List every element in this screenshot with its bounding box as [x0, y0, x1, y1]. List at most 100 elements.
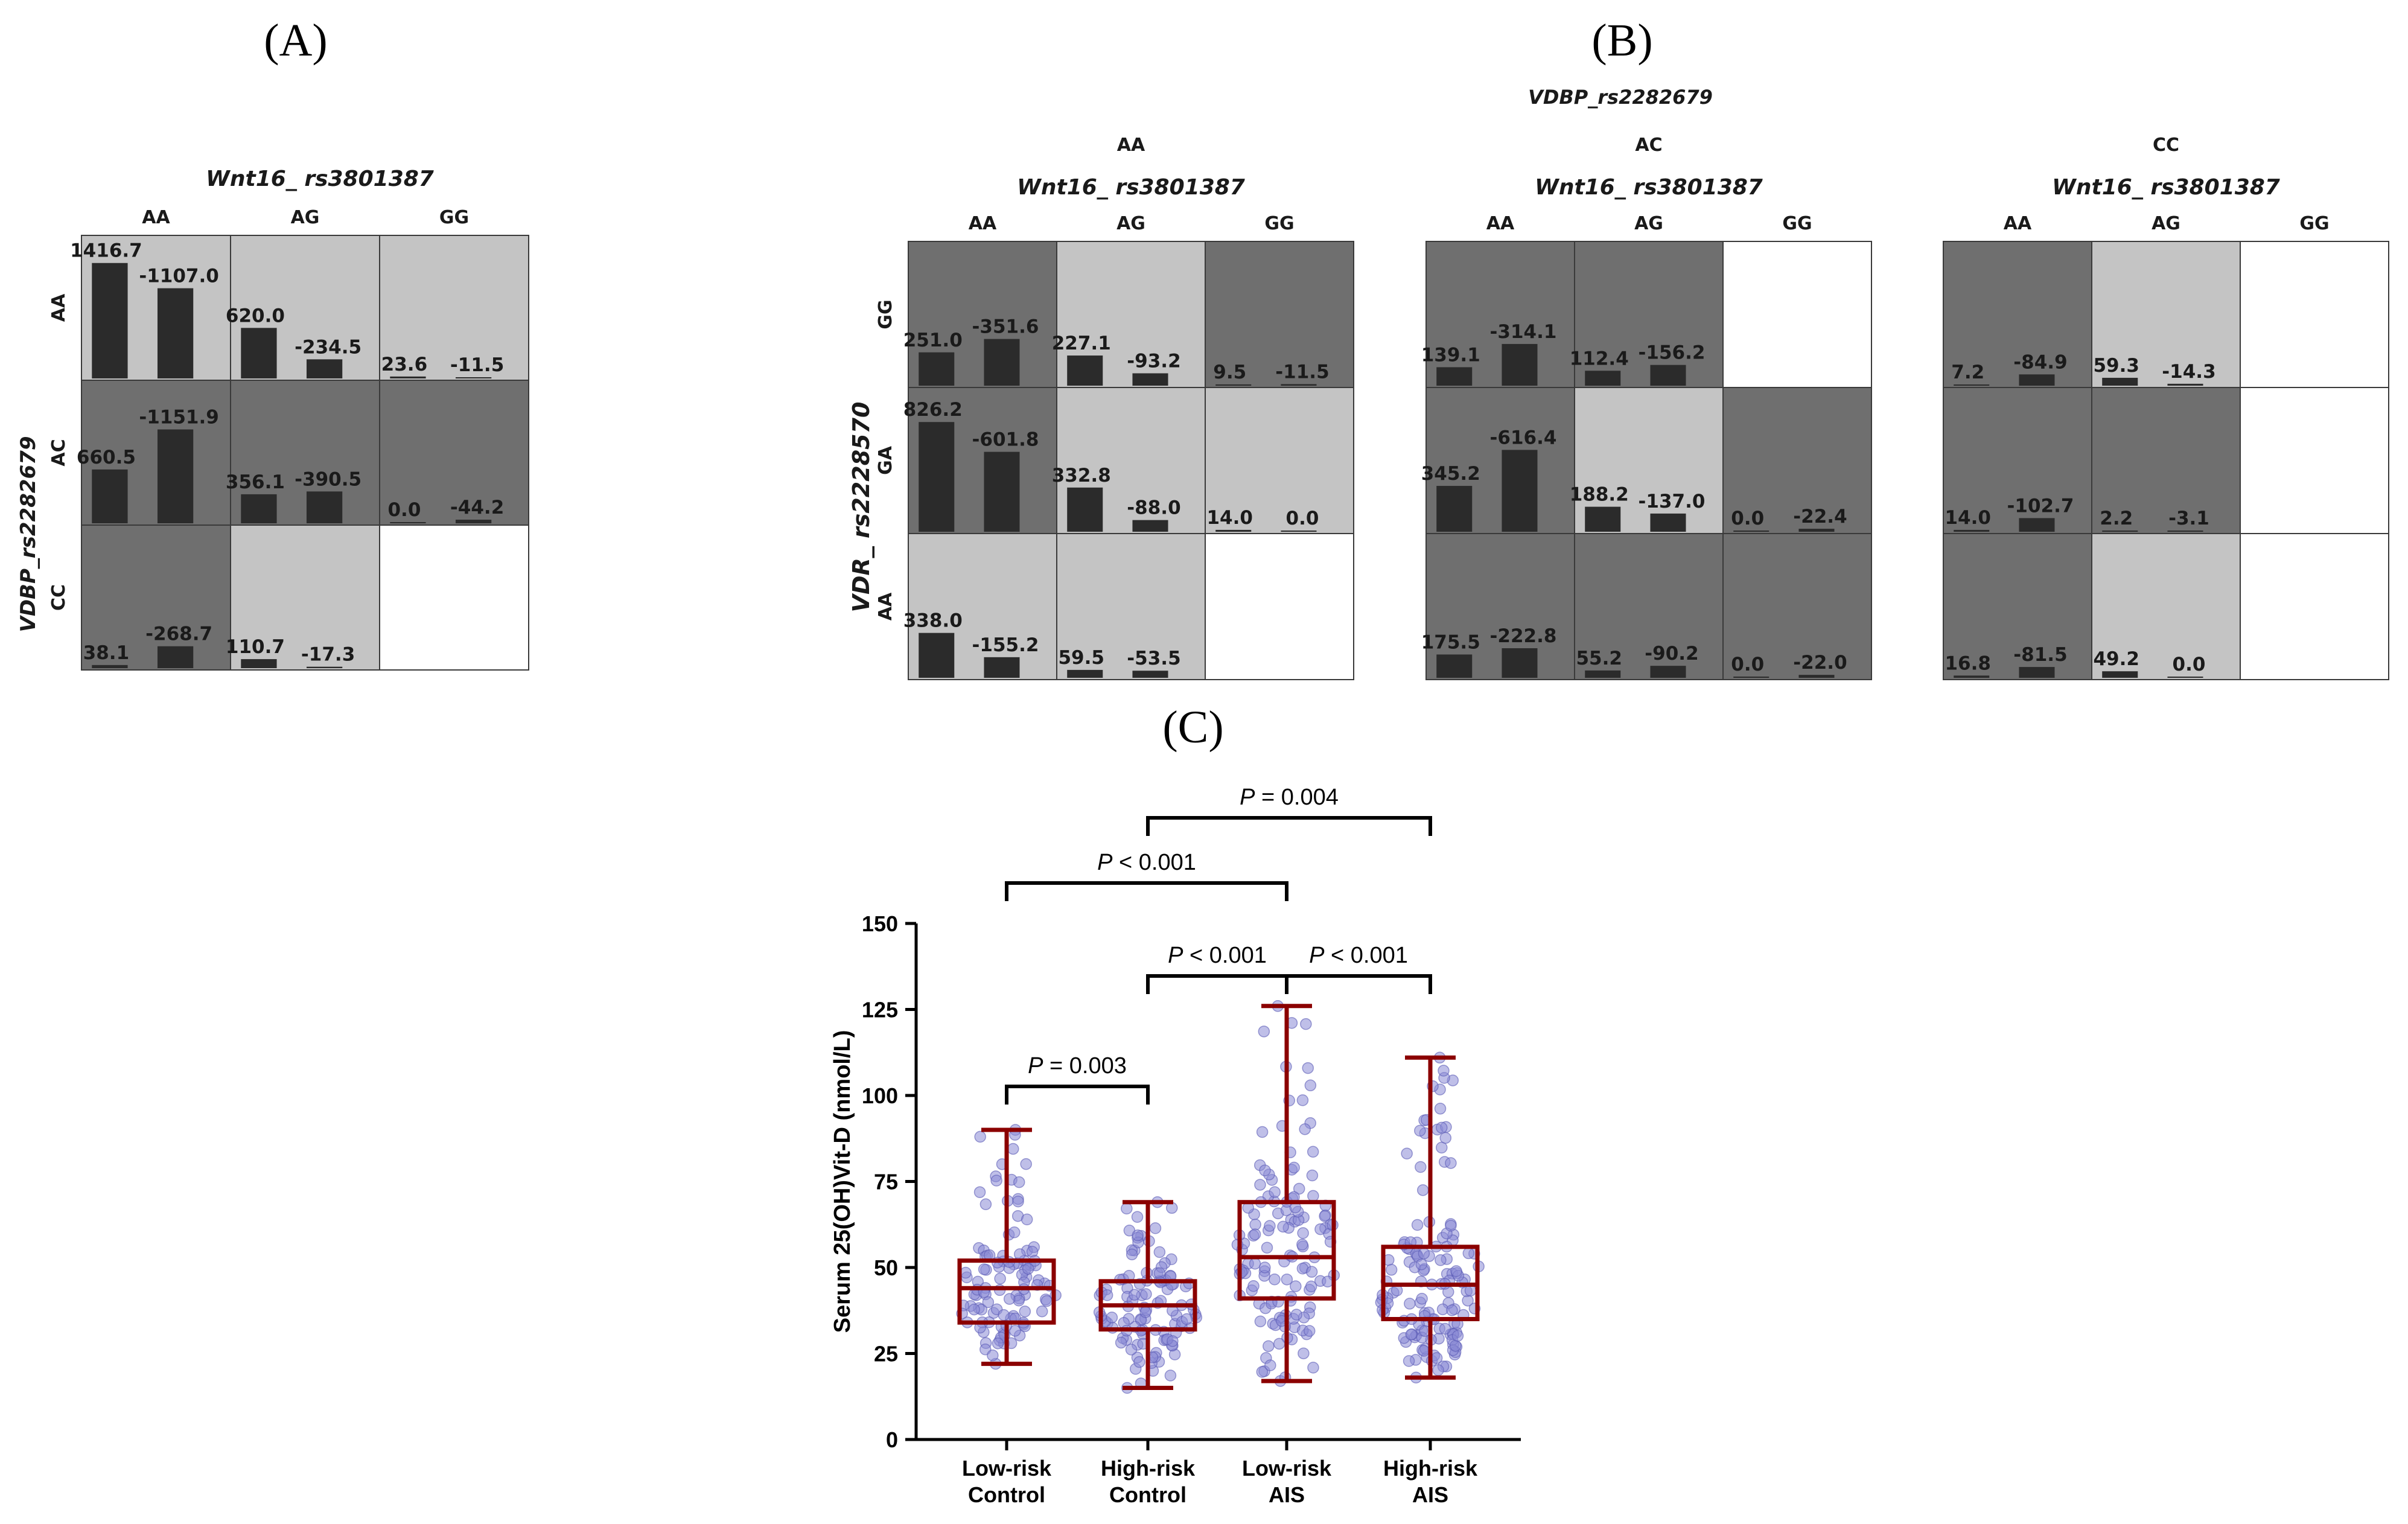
y-tick-label: 0: [886, 1427, 898, 1452]
p-value-label: P = 0.004: [1240, 785, 1339, 810]
y-tick-label: 25: [874, 1342, 898, 1366]
panel-b-super-snp: _rs2282679: [1587, 86, 1713, 109]
x-tick-label: Low-risk: [1242, 1456, 1332, 1481]
panel-b-cc-cell: [1943, 387, 2092, 534]
panel-a-bar: [306, 359, 343, 378]
panel-b-ac-bar-label: -314.1: [1490, 321, 1557, 343]
data-point: [1254, 1179, 1266, 1191]
panel-b-ac-bar: [1798, 675, 1835, 678]
panel-b-cc-cell: [2240, 533, 2389, 680]
data-point: [1139, 1306, 1151, 1318]
panel-b-aa-bar: [1215, 384, 1252, 386]
data-point: [1180, 1313, 1193, 1325]
panel-b-ac-bar: [1733, 531, 1769, 532]
data-point: [987, 1349, 999, 1362]
panel-b-aa-bar-label: 332.8: [1052, 465, 1111, 486]
data-point: [1439, 1132, 1452, 1144]
data-point: [1256, 1366, 1269, 1378]
data-point: [1258, 1025, 1270, 1038]
significance-bracket: [1285, 974, 1432, 994]
y-tick-label: 150: [862, 911, 898, 936]
data-point: [1273, 1337, 1285, 1350]
data-point: [1418, 1248, 1430, 1260]
panel-a-bar-label: -268.7: [145, 623, 212, 645]
panel-b-ac-bar-label: 0.0: [1731, 654, 1764, 675]
data-point: [1307, 1146, 1319, 1158]
panel-a-row-gene: VDBP: [16, 569, 40, 632]
panel-b-aa-bar-label: -601.8: [972, 429, 1039, 451]
panel-b-subtitle: Wnt16_ rs3801387: [1017, 175, 1245, 200]
p-symbol: P: [1168, 943, 1183, 968]
data-point: [1009, 1325, 1021, 1337]
panel-b-ac-bar-label: -222.8: [1490, 625, 1557, 647]
panel-label-a: (A): [264, 15, 328, 66]
panel-b-aa-bar: [1281, 531, 1317, 532]
data-point: [1297, 1227, 1309, 1239]
data-point: [1414, 1124, 1426, 1137]
panel-a-col-label: GG: [439, 207, 469, 228]
panel-b-cc-bar: [1954, 529, 1990, 532]
panel-b-cc-bar: [2102, 671, 2138, 678]
data-point: [1153, 1246, 1166, 1258]
panel-b-cc-bar-label: 7.2: [1951, 362, 1984, 383]
data-point: [1415, 1161, 1427, 1173]
panel-b-cc-bar: [2019, 518, 2055, 532]
panel-b-ac-bar-label: 55.2: [1576, 648, 1622, 669]
panel-b-cc-bar: [2167, 531, 2203, 532]
panel-b-aa-col-label: GG: [1264, 213, 1294, 234]
panel-a-cell: [230, 524, 380, 671]
panel-b-ac-col-label: GG: [1782, 213, 1812, 234]
panel-b-aa-bar: [1132, 373, 1168, 386]
data-point: [1131, 1211, 1144, 1223]
panel-b-cc-cell: [1943, 533, 2092, 680]
panel-b-aa-bar: [1215, 529, 1252, 532]
panel-b-subtitle-gene: Wnt16: [2052, 175, 2132, 200]
panel-b-ac-cell: [1425, 241, 1575, 388]
data-point: [1021, 1213, 1033, 1226]
panel-b-aa-cell: [1205, 241, 1354, 388]
panel-b-aa-col-label: AG: [1116, 213, 1145, 234]
panel-b-ac-cell: [1574, 533, 1724, 680]
data-point: [1012, 1195, 1024, 1208]
data-point: [1249, 1257, 1261, 1270]
data-point: [979, 1198, 992, 1210]
panel-a-bar-label: 38.1: [83, 642, 130, 664]
panel-b-cc-col-label: AA: [2004, 213, 2032, 234]
data-point: [1132, 1229, 1144, 1242]
panel-b-aa-bar-label: -11.5: [1275, 361, 1329, 383]
x-tick-label: AIS: [1412, 1482, 1448, 1507]
data-point: [1247, 1280, 1260, 1292]
panel-b-cc-cell: [2240, 387, 2389, 534]
data-point: [1259, 1164, 1271, 1176]
data-point: [1040, 1295, 1053, 1307]
data-point: [1439, 1322, 1451, 1335]
panel-b-subtitle: Wnt16_ rs3801387: [2052, 175, 2280, 200]
panel-b-cc-bar-label: -81.5: [2013, 644, 2067, 666]
data-point: [1302, 1062, 1314, 1074]
panel-b-ac-bar-label: 175.5: [1421, 631, 1480, 653]
data-point: [1281, 1274, 1293, 1286]
data-point: [978, 1263, 990, 1275]
data-point: [1415, 1258, 1428, 1271]
panel-b-cc-bar: [1954, 675, 1990, 678]
data-point: [1436, 1121, 1448, 1134]
x-tick-label: High-risk: [1101, 1456, 1196, 1481]
panel-b-ac-bar: [1502, 343, 1538, 386]
data-point: [1462, 1247, 1475, 1260]
panel-b-ac-bar: [1798, 529, 1835, 532]
panel-b-aa-bar-label: 251.0: [903, 330, 963, 351]
panel-b-ac-cell: [1722, 241, 1872, 388]
panel-b-ac-bar: [1502, 648, 1538, 678]
panel-b-cc-bar-label: 59.3: [2093, 355, 2139, 377]
panel-b-cc-col-label: GG: [2299, 213, 2329, 234]
panel-b-subtitle-snp: _ rs3801387: [1097, 175, 1245, 200]
panel-a-bar: [455, 377, 492, 378]
panel-b-aa-cell: [1205, 533, 1354, 680]
p-value-text: = 0.004: [1255, 785, 1338, 810]
panel-b-aa-row-label: AA: [875, 592, 896, 620]
panel-b-aa-row-label: GA: [875, 445, 896, 475]
data-point: [1296, 1239, 1308, 1251]
panel-a-title-snp: _ rs3801387: [285, 167, 434, 191]
panel-a-bar: [92, 469, 128, 523]
panel-a-bar: [157, 288, 194, 378]
